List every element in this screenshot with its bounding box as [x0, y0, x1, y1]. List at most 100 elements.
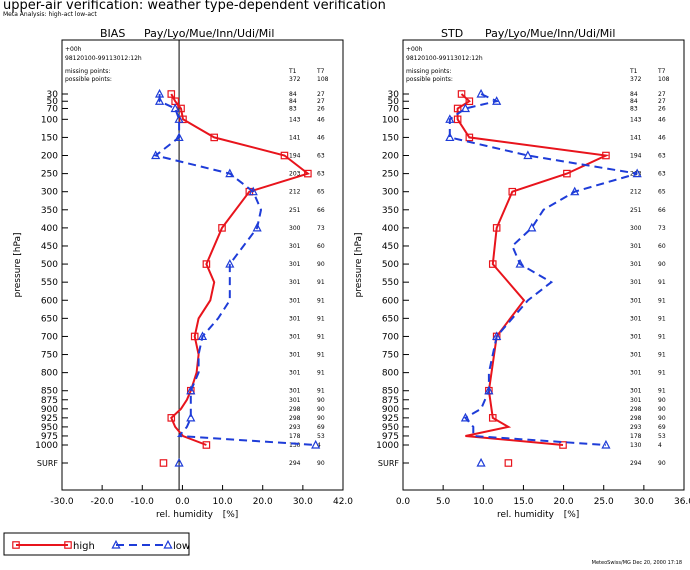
std-count-high: 301 [630, 315, 642, 322]
std-y-tick-label: 150 [382, 133, 399, 143]
std-series-low-marker [632, 168, 642, 178]
bias-series-high-marker [190, 332, 199, 341]
std-count-low: 73 [658, 225, 666, 232]
std-count-high: 301 [630, 370, 642, 377]
bias-y-tick-label: 600 [41, 296, 58, 306]
bias-count-low: 63 [317, 171, 325, 178]
bias-count-low: 73 [317, 225, 325, 232]
bias-count-high: 301 [289, 388, 301, 395]
std-possible-label: possible points: [406, 76, 453, 83]
bias-plot-frame [61, 39, 344, 491]
std-count-low: 60 [658, 243, 666, 250]
bias-count-low: 46 [317, 116, 325, 123]
std-count-high: 298 [630, 415, 642, 422]
std-x-tick-label: 10.0 [473, 497, 493, 507]
std-count-low: 91 [658, 388, 666, 395]
std-x-axis-unit: [%] [564, 510, 580, 520]
bias-x-axis-unit: [%] [223, 510, 239, 520]
bias-count-low: 53 [317, 433, 325, 440]
bias-count-high: 301 [289, 333, 301, 340]
bias-count-low: 91 [317, 297, 325, 304]
bias-y-tick-label: 300 [41, 188, 58, 198]
legend-high-label: high [73, 541, 95, 552]
bias-x-tick-label: 0.0 [175, 497, 190, 507]
std-count-low: 91 [658, 279, 666, 286]
bias-count-high: 301 [289, 297, 301, 304]
std-y-tick-label: 30 [388, 90, 400, 100]
std-count-low: 66 [658, 207, 666, 214]
std-count-low: 91 [658, 352, 666, 359]
std-count-low: 91 [658, 370, 666, 377]
bias-series-low-marker [186, 385, 196, 395]
bias-count-total-high: 372 [289, 76, 301, 83]
std-count-high: 301 [630, 388, 642, 395]
bias-count-total-low: 108 [317, 76, 329, 83]
bias-y-tick-label: 900 [41, 405, 58, 415]
bias-series-low-marker [170, 103, 180, 113]
bias-count-high: 84 [289, 91, 297, 98]
bias-y-tick-label: 30 [47, 90, 59, 100]
bias-series-high-marker [167, 414, 176, 422]
std-count-low: 26 [658, 105, 666, 112]
std-series-low-marker [570, 186, 580, 196]
bias-x-tick-label: 42.0 [333, 497, 353, 507]
std-y-tick-label: 950 [382, 423, 399, 433]
std-series-high-marker [465, 97, 474, 106]
bias-y-tick-label: 950 [41, 423, 58, 433]
std-count-high: 301 [630, 261, 642, 268]
bias-x-tick-label: -20.0 [90, 497, 114, 507]
std-count-high: 301 [630, 333, 642, 340]
bias-period-label: 98120100-99113012:12h [65, 55, 142, 62]
bias-series-high-marker [202, 260, 211, 268]
bias-panel-title: BIAS [100, 27, 125, 40]
std-x-tick-label: 5.0 [436, 497, 451, 507]
bias-series-low-marker [186, 412, 196, 422]
std-y-tick-label: 50 [388, 97, 400, 107]
std-y-tick-label: 100 [382, 115, 399, 125]
std-series-low-marker [523, 150, 533, 160]
std-series-low-marker [527, 222, 537, 232]
bias-x-axis-label: rel. humidity [156, 510, 214, 520]
bias-count-high: 301 [289, 370, 301, 377]
bias-count-low: 90 [317, 261, 325, 268]
std-count-low: 63 [658, 153, 666, 160]
std-y-tick-label: SURF [378, 459, 399, 468]
std-x-tick-label: 25.0 [594, 497, 614, 507]
std-series-low-marker [460, 412, 471, 422]
bias-count-low: 69 [317, 424, 325, 431]
std-count-low: 27 [658, 98, 666, 105]
bias-x-tick-label: -10.0 [131, 497, 155, 507]
std-count-high: 178 [630, 433, 642, 440]
bias-x-tick-label: 30.0 [293, 497, 313, 507]
std-count-low: 91 [658, 297, 666, 304]
std-series-high-marker [465, 133, 474, 142]
bias-y-tick-label: 925 [41, 414, 58, 424]
std-count-low: 65 [658, 189, 666, 196]
bias-count-high: 203 [289, 171, 301, 178]
std-series-high-marker [488, 260, 497, 268]
std-count-high: 301 [630, 397, 642, 404]
std-series-low-marker [492, 96, 502, 105]
std-y-tick-label: 250 [382, 170, 399, 180]
bias-series-low-marker [248, 186, 258, 196]
std-count-high: 251 [630, 207, 642, 214]
bias-series-high-marker [304, 169, 312, 178]
bias-series-low-marker [225, 168, 235, 178]
bias-series-low-marker [311, 439, 321, 449]
std-x-tick-label: 20.0 [554, 497, 574, 507]
bias-missing-label: missing points: [65, 68, 110, 75]
std-count-high: 130 [630, 442, 642, 449]
bias-count-high: 301 [289, 279, 301, 286]
bias-count-header-high: T1 [288, 68, 297, 75]
bias-count-high: 298 [289, 415, 301, 422]
std-y-tick-label: 900 [382, 405, 399, 415]
std-y-tick-label: 875 [382, 396, 399, 406]
std-plot-frame [402, 39, 685, 491]
legend-high-marker [64, 541, 72, 549]
bias-y-tick-label: 250 [41, 170, 58, 180]
legend-high-marker [12, 541, 20, 549]
bias-series-low-marker [225, 258, 235, 268]
bias-count-low: 60 [317, 243, 325, 250]
std-y-tick-label: 975 [382, 432, 399, 442]
